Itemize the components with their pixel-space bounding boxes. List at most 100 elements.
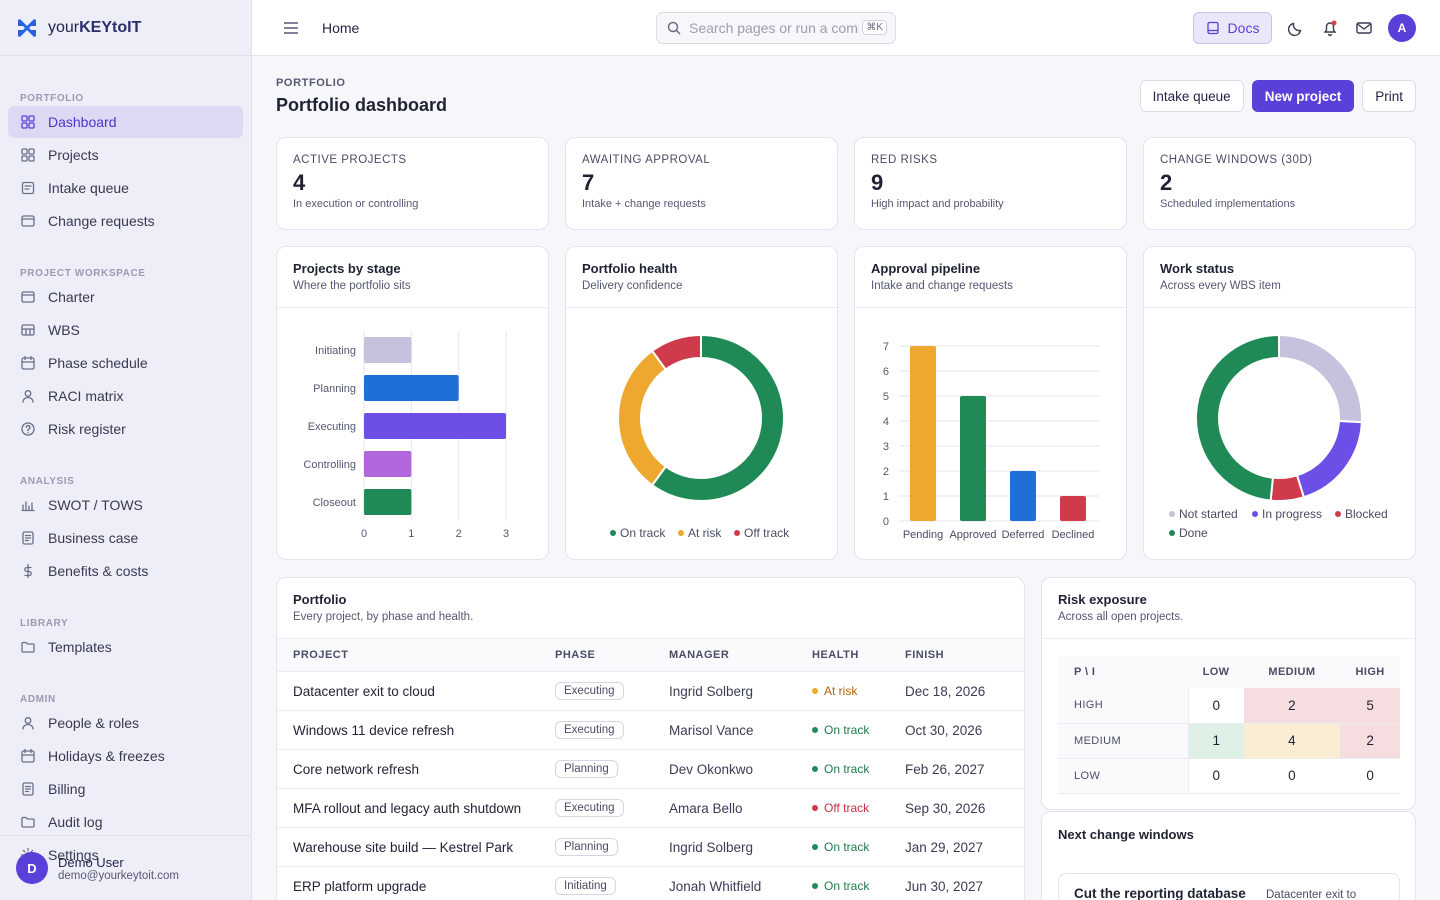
bar-planning (364, 375, 459, 401)
column-header[interactable]: FINISH (905, 649, 945, 661)
column-header[interactable]: HEALTH (812, 649, 859, 661)
project-name[interactable]: Warehouse site build — Kestrel Park (293, 839, 514, 855)
table-header: PROJECT PHASE MANAGER HEALTH FINISH (277, 639, 1024, 672)
y-tick-label: 3 (883, 441, 889, 453)
card-title: Approval pipeline (871, 261, 981, 276)
user-profile[interactable]: D Demo User demo@yourkeytoit.com (0, 835, 252, 900)
approval-pipeline-card: Approval pipeline Intake and change reque… (854, 246, 1127, 560)
mail-icon[interactable] (1354, 18, 1374, 38)
phase-badge: Planning (555, 760, 618, 778)
sidebar: yourKEYtoIT PORTFOLIO Dashboard Projects In… (0, 0, 252, 900)
projects-by-stage-chart: 0 1 2 3 Initiating Planning Executing Controlli… (303, 331, 509, 540)
card-title: Portfolio (293, 592, 347, 607)
y-tick-label: 2 (883, 466, 889, 478)
calendar-icon (21, 748, 35, 763)
sidebar-item-holidays-freezes[interactable]: Holidays & freezes (8, 740, 243, 772)
sidebar-item-dashboard[interactable]: Dashboard (8, 106, 243, 138)
matrix-column-label: HIGH (1340, 656, 1400, 688)
matrix-cell[interactable]: 0 (1188, 758, 1244, 794)
matrix-cell[interactable]: 2 (1340, 723, 1400, 759)
project-name[interactable]: MFA rollout and legacy auth shutdown (293, 800, 522, 816)
sidebar-item-intake-queue[interactable]: Intake queue (8, 172, 243, 204)
table-row[interactable]: Datacenter exit to cloud Executing Ingrid … (277, 672, 1024, 711)
bar-declined (1060, 496, 1086, 521)
sidebar-item-swot-tows[interactable]: SWOT / TOWS (8, 489, 243, 521)
manager-name: Ingrid Solberg (669, 839, 754, 855)
sidebar-item-people-roles[interactable]: People & roles (8, 707, 243, 739)
card-title: Next change windows (1058, 827, 1194, 842)
matrix-cell[interactable]: 2 (1243, 688, 1341, 724)
sidebar-item-change-requests[interactable]: Change requests (8, 205, 243, 237)
bar-chart-icon (21, 501, 35, 512)
kpi-sub: In execution or controlling (293, 198, 419, 210)
bar-deferred (1010, 471, 1036, 521)
project-name[interactable]: Datacenter exit to cloud (293, 683, 435, 699)
manager-name: Marisol Vance (669, 722, 754, 738)
table-row[interactable]: ERP platform upgrade Initiating Jonah Whit… (277, 867, 1024, 900)
search-input[interactable] (689, 20, 859, 36)
change-window-item[interactable]: Cut the reporting database Datacenter ex… (1058, 873, 1400, 900)
new-project-button[interactable]: New project (1251, 80, 1355, 112)
matrix-cell[interactable]: 0 (1340, 758, 1400, 794)
legend-label: Off track (744, 526, 790, 540)
matrix-cell[interactable]: 5 (1340, 688, 1400, 724)
column-header[interactable]: PHASE (555, 649, 596, 661)
table-body: Datacenter exit to cloud Executing Ingrid … (277, 672, 1024, 900)
x-tick-label: Deferred (1002, 529, 1045, 541)
matrix-cell[interactable]: 4 (1243, 723, 1341, 759)
sidebar-item-templates[interactable]: Templates (8, 631, 243, 663)
sidebar-item-projects[interactable]: Projects (8, 139, 243, 171)
matrix-cell[interactable]: 0 (1188, 688, 1244, 724)
sidebar-item-label: Audit log (48, 814, 103, 830)
table-row[interactable]: Windows 11 device refresh Executing Mariso… (277, 711, 1024, 750)
intake-queue-button[interactable]: Intake queue (1139, 80, 1244, 112)
project-name[interactable]: Windows 11 device refresh (293, 722, 455, 738)
y-tick-label: Initiating (315, 345, 356, 357)
table-icon (21, 324, 35, 336)
column-header[interactable]: PROJECT (293, 649, 349, 661)
sidebar-item-benefits-costs[interactable]: Benefits & costs (8, 555, 243, 587)
health-dot (812, 688, 818, 694)
moon-icon[interactable] (1286, 18, 1306, 38)
docs-button[interactable]: Docs (1193, 12, 1272, 44)
work-status-chart: Not started In progress Blocked Done (1169, 333, 1388, 540)
sidebar-item-charter[interactable]: Charter (8, 281, 243, 313)
sidebar-item-raci-matrix[interactable]: RACI matrix (8, 380, 243, 412)
health-status: On track (812, 723, 905, 737)
project-name[interactable]: ERP platform upgrade (293, 878, 427, 894)
dollar-icon (24, 563, 32, 579)
health-label: On track (824, 723, 870, 737)
kpi-card-red-risks[interactable]: RED RISKS 9 High impact and probability (854, 137, 1127, 230)
project-name[interactable]: Core network refresh (293, 761, 420, 777)
matrix-cell[interactable]: 0 (1243, 758, 1341, 794)
breadcrumb[interactable]: Home (322, 19, 360, 36)
next-change-windows-card: Next change windows Cut the reporting da… (1041, 811, 1416, 900)
matrix-cell[interactable]: 1 (1188, 723, 1244, 759)
portfolio-health-chart: On track At risk Off track (610, 333, 790, 540)
sidebar-item-phase-schedule[interactable]: Phase schedule (8, 347, 243, 379)
kpi-card-awaiting-approval[interactable]: AWAITING APPROVAL 7 Intake + change requ… (565, 137, 838, 230)
health-dot (812, 805, 818, 811)
table-row[interactable]: Warehouse site build — Kestrel Park Plann… (277, 828, 1024, 867)
slice-off-track (650, 333, 702, 371)
sidebar-item-wbs[interactable]: WBS (8, 314, 243, 346)
bell-icon[interactable] (1320, 18, 1340, 38)
menu-icon[interactable] (284, 19, 302, 37)
health-status: At risk (812, 684, 905, 698)
legend-label: In progress (1262, 507, 1322, 521)
column-header[interactable]: MANAGER (669, 649, 730, 661)
kpi-card-change-windows[interactable]: CHANGE WINDOWS (30D) 2 Scheduled impleme… (1143, 137, 1416, 230)
account-avatar[interactable]: A (1388, 14, 1416, 42)
kpi-label: RED RISKS (871, 154, 938, 166)
sidebar-item-audit-log[interactable]: Audit log (8, 806, 243, 838)
legend-dot (734, 530, 740, 536)
sidebar-item-billing[interactable]: Billing (8, 773, 243, 805)
brand[interactable]: yourKEYtoIT (0, 0, 251, 56)
sidebar-item-risk-register[interactable]: Risk register (8, 413, 243, 445)
sidebar-item-business-case[interactable]: Business case (8, 522, 243, 554)
print-button[interactable]: Print (1362, 80, 1416, 112)
search-box[interactable]: ⌘K (656, 12, 896, 44)
table-row[interactable]: Core network refresh Planning Dev Okonkwo O… (277, 750, 1024, 789)
kpi-card-active-projects[interactable]: ACTIVE PROJECTS 4 In execution or contro… (276, 137, 549, 230)
table-row[interactable]: MFA rollout and legacy auth shutdown Exec… (277, 789, 1024, 828)
